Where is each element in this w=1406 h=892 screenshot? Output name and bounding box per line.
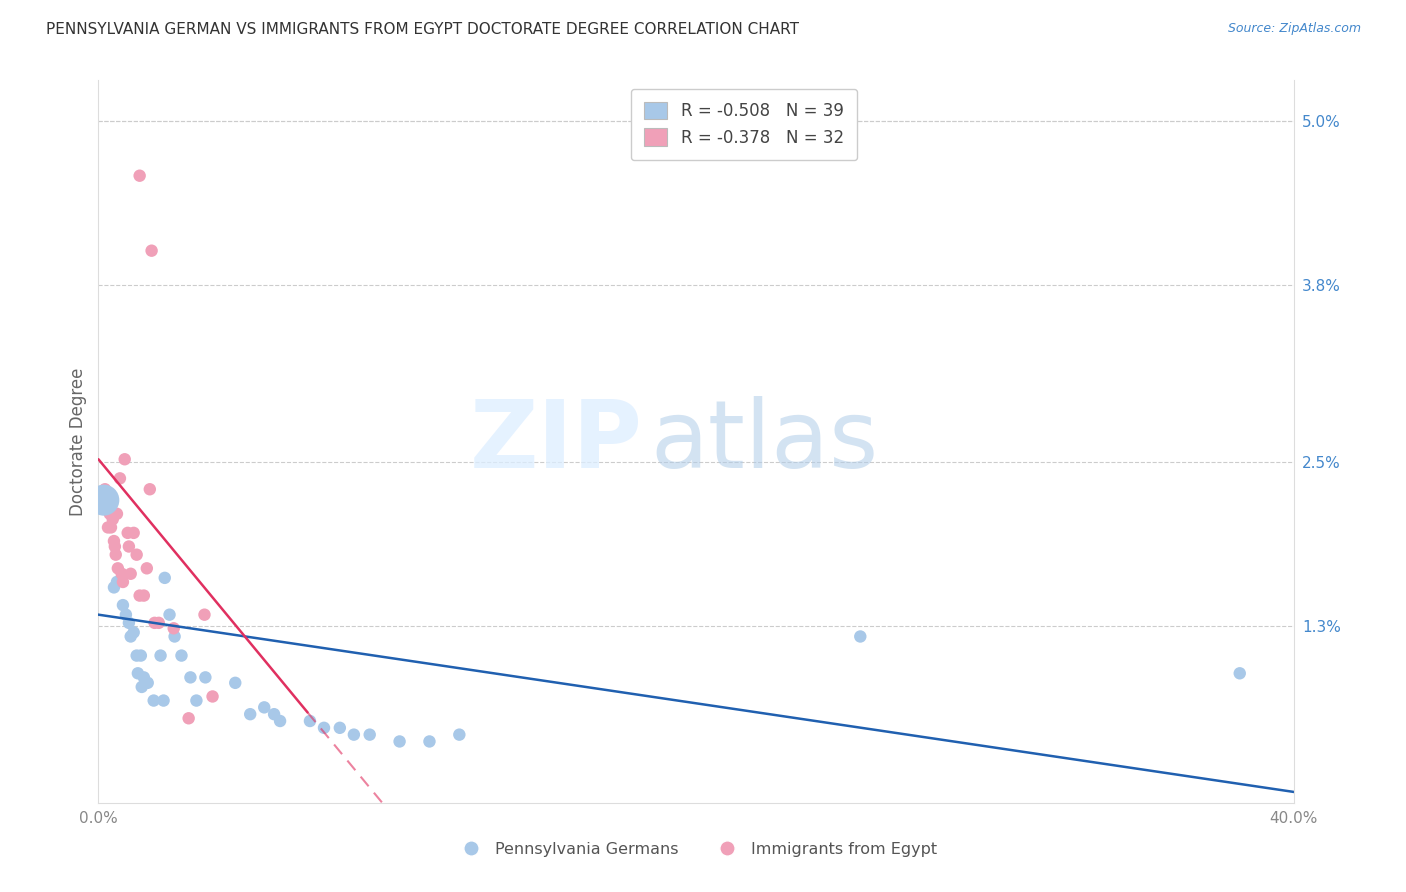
Point [93, 493, 115, 508]
Point [118, 540, 141, 554]
Point [122, 625, 145, 640]
Point [142, 693, 165, 707]
Point [93, 493, 115, 508]
Point [186, 693, 208, 707]
Point [224, 676, 246, 690]
Point [136, 676, 159, 690]
Point [100, 520, 122, 534]
Point [153, 571, 176, 585]
Point [125, 648, 148, 663]
Point [201, 690, 224, 704]
Point [149, 648, 172, 663]
Point [118, 615, 141, 630]
Point [105, 574, 128, 589]
Point [263, 707, 285, 722]
Point [111, 598, 134, 612]
Point [104, 548, 127, 562]
Point [179, 670, 201, 684]
Point [103, 581, 125, 595]
Legend: Pennsylvania Germans, Immigrants from Egypt: Pennsylvania Germans, Immigrants from Eg… [449, 836, 943, 863]
Point [120, 566, 142, 581]
Point [135, 561, 157, 575]
Point [170, 648, 193, 663]
Point [388, 734, 411, 748]
Point [312, 721, 335, 735]
Point [449, 728, 471, 742]
Point [115, 607, 138, 622]
Point [298, 714, 321, 728]
Point [329, 721, 352, 735]
Point [114, 452, 136, 467]
Point [108, 471, 131, 485]
Text: PENNSYLVANIA GERMAN VS IMMIGRANTS FROM EGYPT DOCTORATE DEGREE CORRELATION CHART: PENNSYLVANIA GERMAN VS IMMIGRANTS FROM E… [46, 22, 800, 37]
Point [104, 540, 127, 554]
Point [105, 507, 128, 521]
Point [120, 630, 142, 644]
Point [122, 525, 145, 540]
Point [129, 648, 152, 663]
Point [253, 700, 276, 714]
Point [128, 169, 150, 183]
Point [128, 589, 150, 603]
Point [163, 621, 186, 635]
Point [193, 607, 215, 622]
Point [111, 566, 134, 581]
Point [111, 574, 134, 589]
Point [849, 630, 872, 644]
Point [139, 482, 162, 496]
Point [127, 666, 149, 681]
Point [177, 711, 200, 725]
Point [96, 493, 118, 508]
Point [143, 615, 166, 630]
Point [98, 507, 121, 521]
Point [194, 670, 217, 684]
Point [132, 589, 155, 603]
Point [152, 693, 174, 707]
Point [159, 607, 181, 622]
Point [239, 707, 262, 722]
Point [107, 561, 129, 575]
Point [125, 548, 148, 562]
Point [117, 525, 139, 540]
Point [141, 244, 163, 258]
Text: Source: ZipAtlas.com: Source: ZipAtlas.com [1227, 22, 1361, 36]
Point [269, 714, 291, 728]
Point [359, 728, 381, 742]
Point [97, 520, 120, 534]
Point [94, 482, 117, 496]
Point [148, 615, 170, 630]
Point [418, 734, 440, 748]
Point [131, 680, 153, 694]
Point [103, 534, 125, 549]
Point [1229, 666, 1251, 681]
Text: ZIP: ZIP [470, 395, 643, 488]
Point [163, 630, 186, 644]
Point [101, 512, 124, 526]
Y-axis label: Doctorate Degree: Doctorate Degree [69, 368, 87, 516]
Point [132, 670, 155, 684]
Text: atlas: atlas [651, 395, 879, 488]
Point [343, 728, 366, 742]
